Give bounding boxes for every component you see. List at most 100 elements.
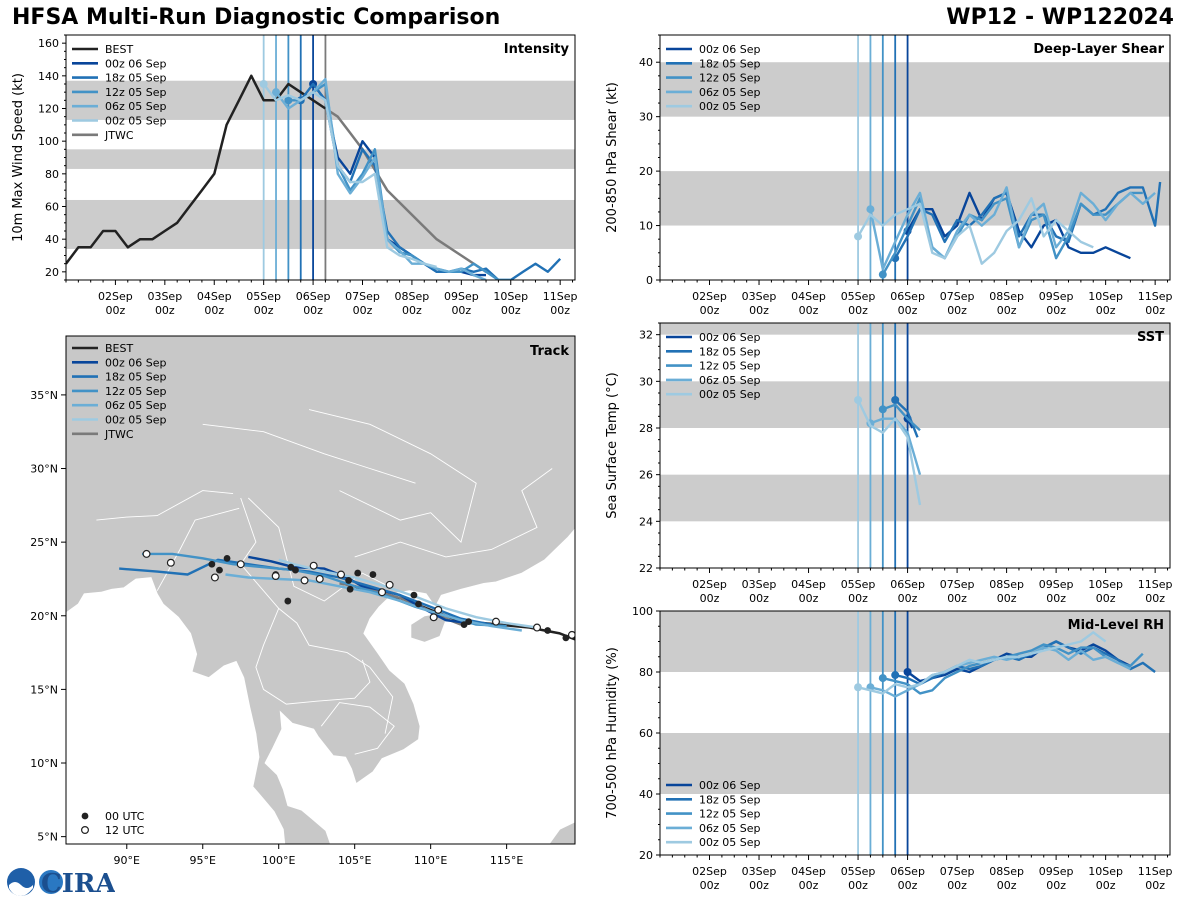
x-tick-label-day: 03Sep [742,865,777,878]
x-tick-label-day: 06Sep [296,290,331,303]
y-axis-label: Sea Surface Temp (°C) [605,372,620,519]
series-line [906,191,1131,260]
x-tick-label-hour: 00z [451,304,471,317]
y-tick-label: 100 [38,135,59,148]
x-tick-label-day: 11Sep [1138,290,1173,303]
lat-tick-label: 20°N [30,610,58,623]
series-start-point [878,674,887,683]
series-line [262,83,437,269]
x-tick-label-day: 08Sep [989,290,1024,303]
x-tick-label-day: 06Sep [890,578,925,591]
legend-label: 06z 05 Sep [699,86,761,99]
x-tick-label-day: 09Sep [1039,865,1074,878]
threshold-band [66,149,575,169]
legend-label: 12z 05 Sep [105,385,167,398]
legend-label: 18z 05 Sep [699,793,761,806]
track-marker-12utc [315,574,324,583]
legend-label: 06z 05 Sep [105,100,167,113]
x-tick-label-hour: 00z [898,304,918,317]
x-tick-label-hour: 00z [303,304,323,317]
lon-tick-label: 105°E [338,854,371,867]
y-tick-label: 30 [639,111,653,124]
x-tick-label-day: 09Sep [1039,578,1074,591]
y-tick-label: 40 [45,233,59,246]
series-start-point [878,405,887,414]
figure-title: HFSA Multi-Run Diagnostic Comparison [12,5,501,30]
axes-frame [659,322,1171,569]
track-marker-12utc [491,617,500,626]
x-tick-label-hour: 00z [550,304,570,317]
lon-tick-label: 110°E [414,854,447,867]
track-marker-00utc [415,600,422,608]
track-marker-00utc [460,621,468,629]
x-tick-label-hour: 00z [353,304,373,317]
x-tick-label-hour: 00z [997,304,1017,317]
x-tick-label-hour: 00z [848,304,868,317]
x-tick-label-day: 07Sep [940,865,975,878]
legend-label: BEST [105,342,133,355]
x-tick-label-hour: 00z [402,304,422,317]
x-tick-label-day: 02Sep [98,290,133,303]
x-tick-label-day: 10Sep [1088,865,1123,878]
track-marker-00utc [410,591,418,599]
track-marker-12utc [142,549,151,558]
x-tick-label-hour: 00z [799,879,819,892]
x-tick-label-hour: 00z [799,592,819,605]
legend-label: 12z 05 Sep [699,808,761,821]
y-axis-label: 10m Max Wind Speed (kt) [11,73,26,242]
axes-frame [65,335,576,845]
track-marker-12utc [300,576,309,585]
x-tick-label-day: 09Sep [444,290,479,303]
x-tick-label-hour: 00z [848,592,868,605]
threshold-band [660,62,1170,117]
y-tick-label: 140 [38,70,59,83]
plot-area [66,35,575,280]
x-tick-label-hour: 00z [898,592,918,605]
legend-label: BEST [105,43,133,56]
x-tick-label-hour: 00z [1096,304,1116,317]
x-tick-label-day: 07Sep [940,290,975,303]
series-start-point [854,683,863,692]
series-start-point [891,396,900,404]
legend-label: 00z 05 Sep [699,100,761,113]
y-tick-label: 80 [45,168,59,181]
x-tick-label-day: 03Sep [742,290,777,303]
x-tick-label-day: 06Sep [890,865,925,878]
panel-title: Intensity [504,42,570,57]
series-start-point [272,88,281,97]
legend-label: 06z 05 Sep [105,399,167,412]
series-line [869,186,1156,271]
y-tick-label: 20 [639,849,653,862]
track-marker-12utc [337,570,346,579]
legend-marker-00utc [81,812,89,820]
border-line [247,497,401,602]
y-tick-label: 60 [45,201,59,214]
land-polygon [410,613,447,643]
cira-logo: CIRA [7,868,115,898]
border-line [308,409,477,543]
track-marker-00utc [287,563,295,571]
series-line [324,107,487,273]
y-tick-label: 40 [639,56,653,69]
y-axis-label: 200-850 hPa Shear (kt) [605,82,620,233]
x-tick-label-hour: 00z [898,879,918,892]
x-tick-label-hour: 00z [106,304,126,317]
x-tick-label-day: 03Sep [742,578,777,591]
y-tick-label: 40 [639,788,653,801]
track-marker-12utc [166,558,175,567]
lon-tick-label: 95°E [190,854,216,867]
x-tick-label-hour: 00z [749,304,769,317]
series-start-point [854,396,863,404]
x-tick-label-day: 10Sep [1088,578,1123,591]
track-marker-12utc [429,613,438,622]
legend-label: 00z 05 Sep [699,388,761,401]
border-line [354,468,553,558]
x-tick-label-hour: 00z [501,304,521,317]
series-start-point [891,671,900,680]
track-marker-00utc [223,554,231,562]
x-tick-label-hour: 00z [1145,592,1165,605]
threshold-band [660,733,1170,794]
x-tick-label-day: 08Sep [395,290,430,303]
threshold-band [660,323,1170,335]
